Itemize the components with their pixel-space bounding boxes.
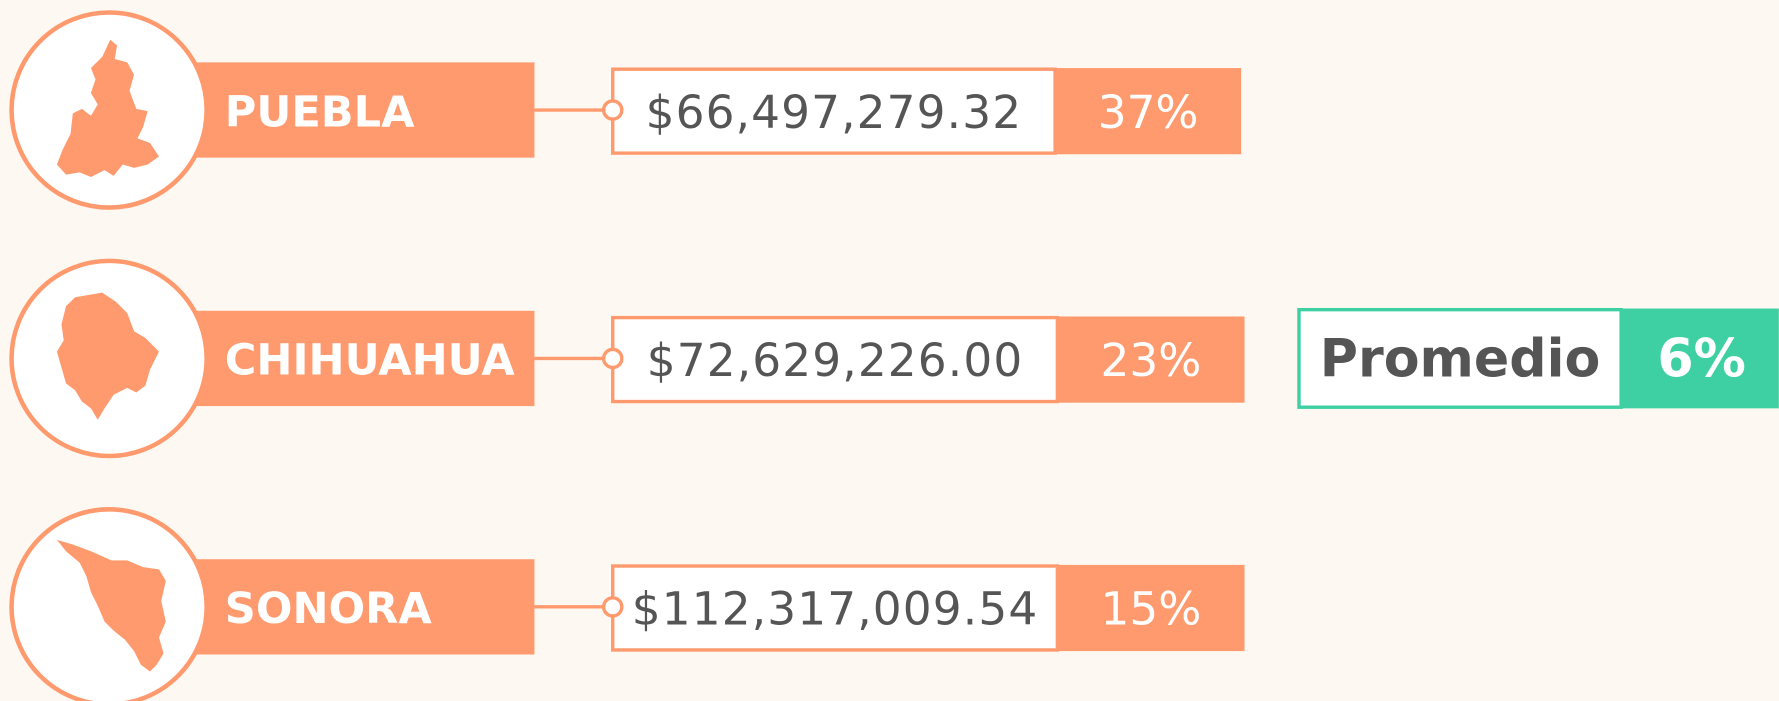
share: 23% [1101, 334, 1202, 387]
state-row: SONORA $112,317,009.54 15% [9, 507, 1245, 701]
state-icon [56, 39, 160, 177]
connector-dot [601, 99, 624, 121]
share-box [1057, 564, 1245, 652]
state-icon [56, 539, 166, 672]
summary: Promedio 6% [1297, 307, 1779, 409]
state-icon [56, 292, 160, 420]
summary-label: Promedio [1320, 330, 1601, 390]
connector-dot [601, 596, 624, 618]
state-name: PUEBLA [225, 87, 415, 137]
amount: $72,629,226.00 [647, 334, 1024, 387]
state-name: SONORA [225, 584, 433, 634]
name-box [193, 559, 535, 655]
connector-dot [601, 347, 624, 370]
state-row: PUEBLA $66,497,279.32 37% [9, 10, 1242, 210]
share: 15% [1101, 583, 1202, 636]
state-name: CHIHUAHUA [225, 336, 516, 386]
amount: $66,497,279.32 [646, 86, 1023, 139]
rows: PUEBLA $66,497,279.32 37% CHIHUAHUA $72,629,… [9, 10, 1245, 701]
share: 37% [1098, 86, 1199, 139]
summary-value: 6% [1657, 330, 1746, 390]
state-row: CHIHUAHUA $72,629,226.00 23% [9, 258, 1245, 459]
name-box [193, 310, 535, 407]
summary-value-box [1619, 308, 1779, 409]
name-box [193, 62, 535, 158]
share-box [1057, 316, 1245, 403]
amount: $112,317,009.54 [632, 583, 1039, 636]
share-box [1055, 68, 1242, 155]
